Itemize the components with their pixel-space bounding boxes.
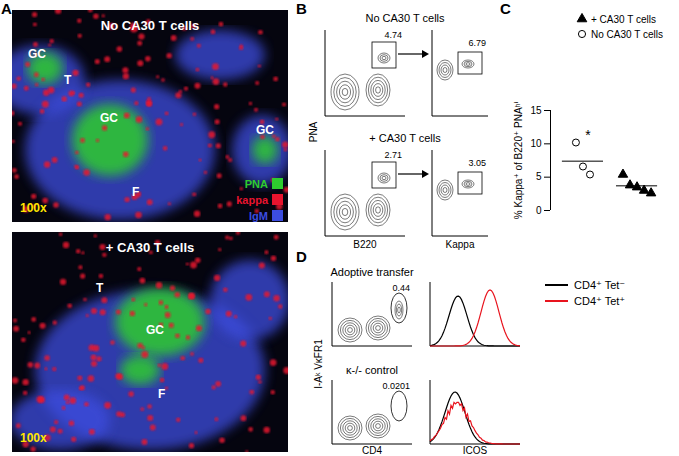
- svg-text:100x: 100x: [20, 201, 47, 215]
- svg-text:GC: GC: [28, 47, 46, 61]
- svg-text:ICOS: ICOS: [463, 445, 488, 456]
- svg-text:4.74: 4.74: [384, 30, 402, 40]
- svg-text:3.05: 3.05: [468, 158, 486, 168]
- svg-text:GC: GC: [100, 111, 118, 125]
- svg-text:15: 15: [530, 105, 542, 116]
- svg-text:5: 5: [536, 171, 542, 182]
- svg-text:D: D: [296, 248, 307, 265]
- svg-text:0.44: 0.44: [392, 283, 410, 293]
- svg-text:+ CA30 T cells: + CA30 T cells: [106, 240, 195, 255]
- svg-text:0.0201: 0.0201: [382, 381, 410, 391]
- svg-text:T: T: [96, 281, 104, 295]
- svg-text:6.79: 6.79: [468, 38, 486, 48]
- svg-text:% Kappa⁺ of B220⁺ PNAʰⁱ: % Kappa⁺ of B220⁺ PNAʰⁱ: [513, 102, 524, 220]
- svg-text:+ CA30 T cells: + CA30 T cells: [369, 132, 441, 144]
- svg-text:+ CA30 T cells: + CA30 T cells: [591, 14, 656, 25]
- svg-text:CD4: CD4: [362, 445, 382, 456]
- svg-text:B: B: [296, 0, 307, 17]
- svg-text:*: *: [585, 127, 591, 143]
- svg-text:F: F: [132, 185, 139, 199]
- svg-text:100x: 100x: [20, 431, 47, 445]
- svg-text:B220: B220: [353, 239, 377, 250]
- svg-text:F: F: [158, 387, 165, 401]
- svg-text:A: A: [1, 0, 12, 17]
- svg-text:No CA30 T cells: No CA30 T cells: [101, 18, 199, 33]
- svg-text:PNA: PNA: [308, 121, 319, 142]
- svg-text:κ-/- control: κ-/- control: [346, 364, 398, 376]
- svg-text:Kappa: Kappa: [446, 239, 475, 250]
- svg-text:kappa: kappa: [236, 194, 269, 206]
- svg-text:No CA30 T cells: No CA30 T cells: [591, 29, 663, 40]
- svg-text:GC: GC: [256, 123, 274, 137]
- svg-text:Adoptive transfer: Adoptive transfer: [330, 266, 413, 278]
- svg-text:PNA: PNA: [245, 178, 268, 190]
- svg-text:No CA30 T cells: No CA30 T cells: [365, 12, 445, 24]
- svg-text:0: 0: [536, 205, 542, 216]
- svg-text:CD4⁺ Tet⁻: CD4⁺ Tet⁻: [574, 279, 625, 291]
- svg-text:2.71: 2.71: [384, 150, 402, 160]
- svg-text:CD4⁺ Tet⁺: CD4⁺ Tet⁺: [574, 295, 625, 307]
- svg-text:GC: GC: [146, 323, 164, 337]
- svg-text:I-Aᵏ VκFR1: I-Aᵏ VκFR1: [313, 339, 324, 389]
- svg-text:T: T: [64, 73, 72, 87]
- svg-text:IgM: IgM: [249, 210, 268, 222]
- svg-text:C: C: [500, 0, 511, 17]
- svg-text:10: 10: [530, 138, 542, 149]
